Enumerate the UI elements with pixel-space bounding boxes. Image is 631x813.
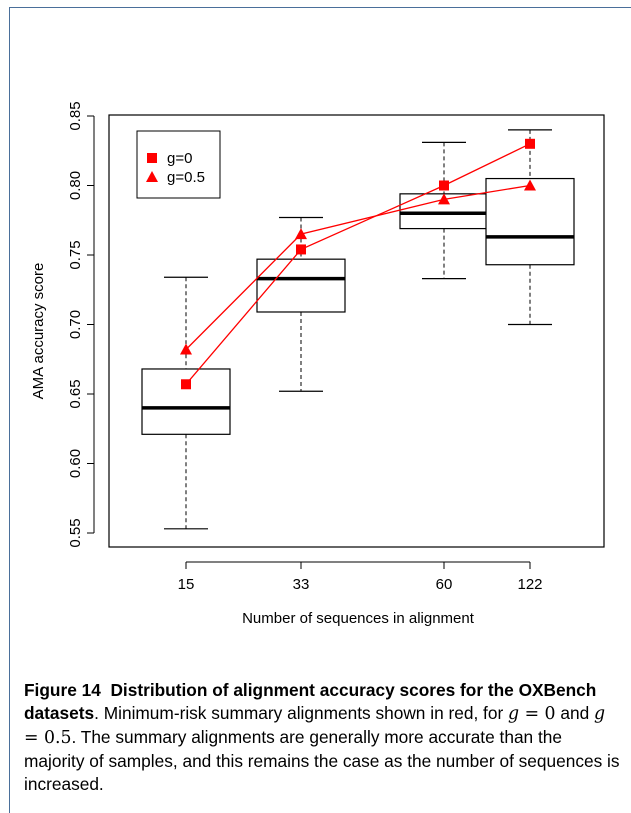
box-plot-chart: 0.55 0.60 0.65 0.70 0.75 0.80 0.85 15 33 60 122 A… xyxy=(30,101,605,627)
legend-box xyxy=(136,130,221,199)
box-group xyxy=(141,129,575,530)
x-tick-label: 33 xyxy=(293,576,310,593)
y-axis-label: AMA accuracy score xyxy=(30,263,47,400)
series-g05-line xyxy=(185,184,531,350)
x-axis: 15 33 60 122 xyxy=(178,561,543,593)
series-g05-triangle-marker xyxy=(438,193,450,205)
series-group xyxy=(180,138,536,390)
legend-triangle-marker xyxy=(146,171,158,182)
caption-label: Figure 14 xyxy=(24,680,101,700)
y-tick-label: 0.60 xyxy=(67,449,84,478)
series-g0-square-marker xyxy=(525,138,535,149)
x-tick-label: 60 xyxy=(436,576,453,593)
box-iqr xyxy=(141,368,231,435)
y-tick-label: 0.55 xyxy=(67,518,84,547)
caption-title: Distribution of alignment accuracy score… xyxy=(24,680,597,723)
series-g0-square-marker xyxy=(181,379,191,390)
box-iqr xyxy=(256,258,346,313)
caption-g-symbol-2: g xyxy=(594,704,606,724)
figure-caption: Figure 14 Distribution of alignment accu… xyxy=(24,679,624,796)
caption-text-part1: . Minimum-risk summary alignments shown … xyxy=(94,703,509,723)
y-tick-label: 0.80 xyxy=(67,171,84,200)
y-tick-label: 0.85 xyxy=(67,101,84,130)
frame-top-border xyxy=(9,7,631,8)
y-axis: 0.55 0.60 0.65 0.70 0.75 0.80 0.85 xyxy=(67,101,95,548)
series-g05-triangle-marker xyxy=(524,179,536,191)
plot-area-border xyxy=(108,114,605,548)
x-tick-label: 15 xyxy=(178,576,195,593)
series-g0-square-marker xyxy=(296,244,306,255)
y-tick-label: 0.75 xyxy=(67,240,84,269)
y-tick-label: 0.65 xyxy=(67,379,84,408)
series-g05-triangle-marker xyxy=(180,343,192,355)
caption-text-part2: . The summary alignments are generally m… xyxy=(24,727,620,794)
caption-g-symbol-1: g xyxy=(508,704,520,724)
legend-label-g05: g=0.5 xyxy=(167,169,205,186)
y-tick-label: 0.70 xyxy=(67,310,84,339)
legend-label-g0: g=0 xyxy=(167,150,192,167)
series-g0-line xyxy=(185,143,531,385)
caption-and: and xyxy=(555,703,594,723)
x-axis-label: Number of sequences in alignment xyxy=(242,610,475,627)
caption-eq-half: = 0.5 xyxy=(24,728,72,748)
caption-eq-zero: = 0 xyxy=(519,704,556,724)
series-g05-triangle-marker xyxy=(295,228,307,240)
x-tick-label: 122 xyxy=(517,576,542,593)
series-g0-square-marker xyxy=(439,180,449,191)
legend-square-marker xyxy=(147,153,157,163)
legend: g=0 g=0.5 xyxy=(136,130,221,199)
frame-left-border xyxy=(9,7,10,813)
box-iqr xyxy=(485,177,575,266)
